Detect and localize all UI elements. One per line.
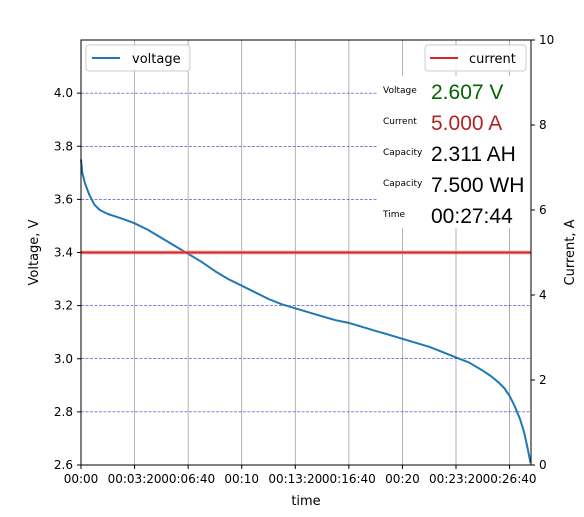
x-tick-label: 00:26:40: [483, 472, 537, 486]
y-left-tick-label: 4.0: [54, 86, 73, 100]
legend-current-box: [424, 44, 527, 72]
readout-current-value: 5.000 A: [431, 112, 502, 135]
readout-time: Time 00:27:44: [382, 205, 513, 228]
x-tick-label: 00:06:40: [161, 472, 215, 486]
y-right-tick-label: 8: [539, 118, 547, 132]
legend-voltage: voltage: [85, 44, 191, 72]
legend-current-label: current: [469, 52, 516, 67]
voltage-series-line: [80, 159, 532, 464]
y-left-tick-label: 2.8: [54, 405, 73, 419]
y-left-tick-label: 3.4: [54, 246, 73, 260]
y-left-tick-label: 3.2: [54, 299, 73, 313]
readout-capacity-wh-value: 7.500 WH: [431, 174, 524, 197]
y-left-tick-label: 2.6: [54, 458, 73, 472]
y-right-tick-label: 10: [539, 33, 554, 47]
x-tick-label: 00:13:20: [268, 472, 322, 486]
readout-voltage: Voltage 2.607 V: [383, 81, 503, 104]
readout-panel-background: [378, 76, 530, 228]
legend-voltage-box: [85, 44, 191, 72]
x-tick-label: 00:23:20: [429, 472, 483, 486]
x-tick-label: 00:20: [385, 472, 420, 486]
y-right-tick-label: 6: [539, 203, 547, 217]
x-tick-label: 00:16:40: [322, 472, 376, 486]
readout-capacity-wh-label: Capacity: [383, 179, 423, 189]
readout-capacity-wh: Capacity 7.500 WH: [383, 174, 524, 197]
y-left-tick-label: 3.6: [54, 192, 73, 206]
y-left-tick-label: 3.8: [54, 139, 73, 153]
y-right-tick-label: 0: [539, 458, 547, 472]
readout-capacity-ah-value: 2.311 AH: [431, 143, 516, 166]
readout-panel: Voltage 2.607 V Current 5.000 A Capacity…: [378, 76, 530, 228]
legend-current: current: [424, 44, 527, 72]
x-tick-label: 00:10: [224, 472, 259, 486]
readout-current: Current 5.000 A: [383, 112, 502, 135]
legend-voltage-label: voltage: [132, 52, 181, 67]
y-right-tick-label: 2: [539, 373, 547, 387]
readout-time-label: Time: [382, 210, 405, 220]
readout-current-label: Current: [383, 117, 417, 127]
y-right-tick-label: 4: [539, 288, 547, 302]
readout-voltage-value: 2.607 V: [431, 81, 503, 104]
x-axis-label: time: [291, 494, 320, 509]
y-axis-label-left: Voltage, V: [27, 219, 42, 285]
y-left-tick-label: 3.0: [54, 352, 73, 366]
readout-capacity-ah-label: Capacity: [383, 148, 423, 158]
axis-ticks: 00:00 00:03:20 00:06:40 00:10 00:13:20 00:16:…: [54, 33, 554, 486]
x-tick-label: 00:03:20: [108, 472, 162, 486]
readout-capacity-ah: Capacity 2.311 AH: [383, 143, 516, 166]
x-tick-label: 00:00: [64, 472, 99, 486]
plot-series: [80, 159, 532, 464]
readout-time-value: 00:27:44: [431, 205, 513, 228]
readout-voltage-label: Voltage: [383, 86, 417, 96]
y-axis-label-right: Current, A: [563, 219, 578, 285]
